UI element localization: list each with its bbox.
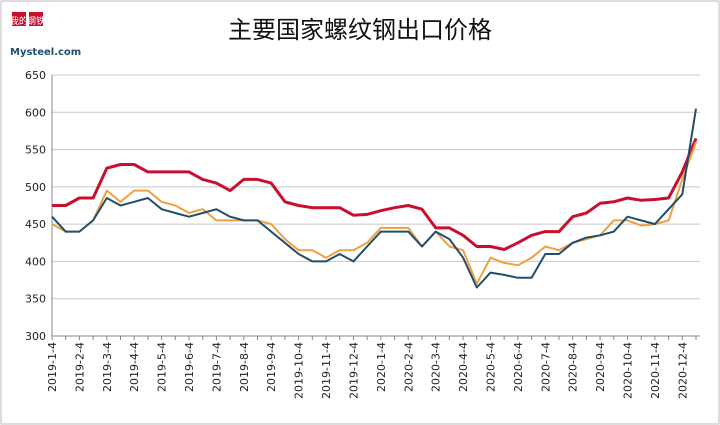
x-tick-label: 2019-7-4 xyxy=(210,342,223,392)
x-tick-label: 2019-1-4 xyxy=(46,342,59,392)
x-tick-label: 2019-3-4 xyxy=(101,342,114,392)
x-tick-label: 2019-10-4 xyxy=(293,342,306,399)
logo-mark: 我的 xyxy=(10,15,28,27)
y-tick-label: 600 xyxy=(25,106,46,119)
y-tick-label: 400 xyxy=(25,255,46,268)
x-tick-label: 2019-12-4 xyxy=(347,342,360,399)
x-tick-label: 2019-5-4 xyxy=(156,342,169,392)
x-tick-label: 2020-3-4 xyxy=(430,342,443,392)
x-tick-label: 2020-1-4 xyxy=(375,342,388,392)
x-tick-label: 2019-11-4 xyxy=(320,342,333,399)
x-tick-label: 2020-11-4 xyxy=(649,342,662,399)
y-tick-label: 350 xyxy=(25,293,46,306)
x-tick-label: 2020-5-4 xyxy=(484,342,497,392)
x-tick-label: 2020-7-4 xyxy=(539,342,552,392)
series-line xyxy=(51,141,697,285)
logo-site: Mysteel.com xyxy=(10,47,81,58)
x-tick-label: 2020-6-4 xyxy=(512,342,525,392)
y-tick-label: 650 xyxy=(25,69,46,82)
series-line xyxy=(51,108,697,289)
x-tick-label: 2020-2-4 xyxy=(402,342,415,392)
x-tick-label: 2019-4-4 xyxy=(128,342,141,392)
x-tick-label: 2019-2-4 xyxy=(73,342,86,392)
y-tick-label: 450 xyxy=(25,218,46,231)
x-tick-label: 2019-9-4 xyxy=(265,342,278,392)
chart-title: 主要国家螺纹钢出口价格 xyxy=(228,16,492,44)
logo-box xyxy=(12,12,26,26)
y-tick-label: 500 xyxy=(25,181,46,194)
x-tick-label: 2020-4-4 xyxy=(457,342,470,392)
x-tick-label: 2020-9-4 xyxy=(594,342,607,392)
x-tick-label: 2020-10-4 xyxy=(621,342,634,399)
series-line xyxy=(52,137,698,251)
logo-box xyxy=(29,12,43,26)
x-tick-label: 2020-12-4 xyxy=(676,342,689,399)
y-tick-label: 550 xyxy=(25,144,46,157)
y-tick-label: 300 xyxy=(25,330,46,343)
x-tick-label: 2019-6-4 xyxy=(183,342,196,392)
x-tick-label: 2019-8-4 xyxy=(238,342,251,392)
x-tick-label: 2020-8-4 xyxy=(567,342,580,392)
logo-mark: 钢铁 xyxy=(27,15,45,27)
